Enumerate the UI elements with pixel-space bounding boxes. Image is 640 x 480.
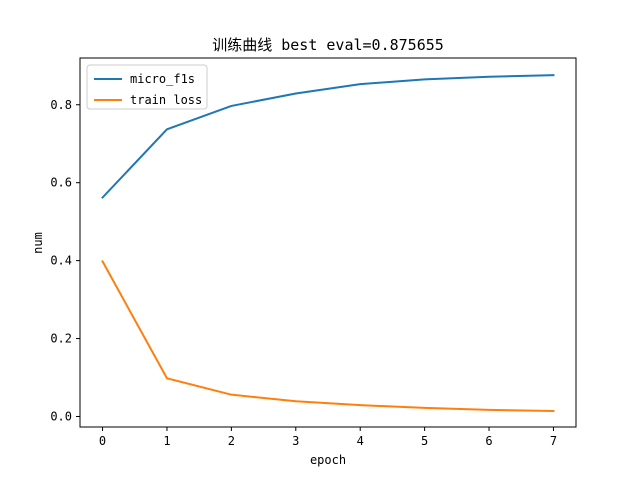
y-tick-label: 0.8	[50, 98, 72, 112]
x-tick-label: 4	[357, 434, 364, 448]
y-tick-label: 0.4	[50, 254, 72, 268]
legend-label-train-loss: train loss	[130, 93, 202, 107]
legend-label-micro-f1s: micro_f1s	[130, 72, 195, 86]
x-tick-label: 6	[485, 434, 492, 448]
x-tick-label: 1	[163, 434, 170, 448]
axis-ticks: 0 1 2 3 4 5 6 7 0.0 0.2 0.4 0.6 0.8	[50, 98, 557, 448]
x-tick-label: 3	[292, 434, 299, 448]
legend-box	[86, 64, 208, 110]
y-tick-label: 0.2	[50, 332, 72, 346]
x-tick-label: 0	[99, 434, 106, 448]
x-tick-label: 2	[228, 434, 235, 448]
y-tick-label: 0.6	[50, 176, 72, 190]
series-line-micro-f1s	[101, 74, 555, 199]
x-axis-label: epoch	[310, 453, 346, 467]
x-tick-label: 7	[550, 434, 557, 448]
y-tick-label: 0.0	[50, 409, 72, 423]
series-line-train-loss	[101, 260, 555, 413]
chart-title: 训练曲线 best eval=0.875655	[212, 36, 444, 54]
x-tick-label: 5	[421, 434, 428, 448]
y-axis-label: num	[31, 232, 45, 254]
plot-area	[79, 57, 577, 428]
axes-frame	[79, 57, 577, 428]
